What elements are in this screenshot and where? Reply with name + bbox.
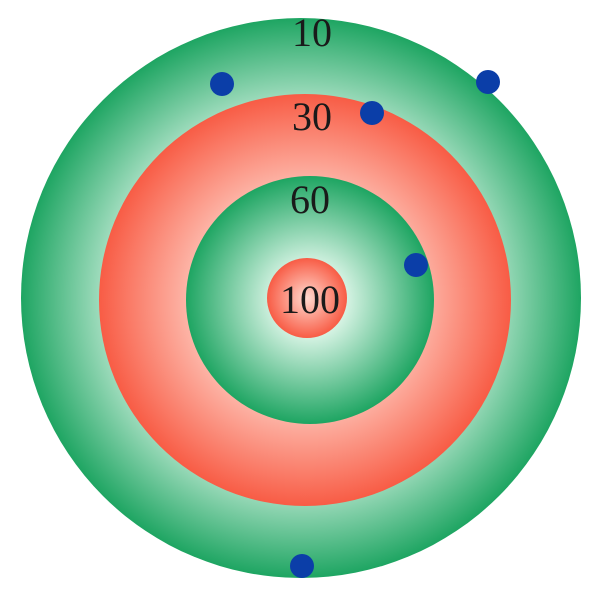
hit-dot bbox=[404, 253, 428, 277]
hit-dot bbox=[210, 72, 234, 96]
hit-dot bbox=[290, 554, 314, 578]
ring-100 bbox=[267, 258, 347, 338]
ring-label-10: 10 bbox=[292, 10, 332, 55]
hit-dot bbox=[360, 101, 384, 125]
hit-dot bbox=[476, 70, 500, 94]
ring-label-30: 30 bbox=[292, 94, 332, 139]
ring-label-100: 100 bbox=[280, 277, 340, 322]
ring-label-60: 60 bbox=[290, 177, 330, 222]
